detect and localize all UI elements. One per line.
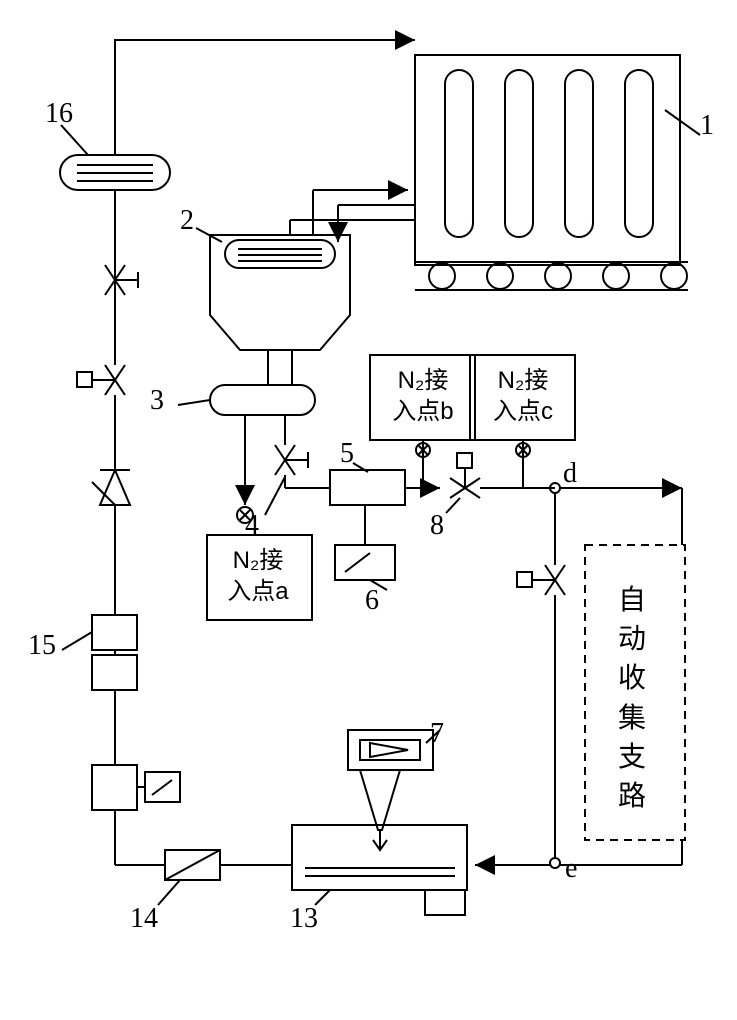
auto-collect-branch: 自动收集支路 bbox=[618, 580, 646, 815]
n2-point-c: N₂接入点c bbox=[483, 365, 563, 427]
n2-point-a: N₂接入点a bbox=[218, 545, 298, 607]
label-e: e bbox=[565, 853, 577, 885]
label-6: 6 bbox=[365, 585, 379, 617]
label-5: 5 bbox=[340, 438, 354, 470]
label-13: 13 bbox=[290, 903, 318, 935]
label-7: 7 bbox=[430, 718, 444, 750]
n2-point-b: N₂接入点b bbox=[383, 365, 463, 427]
diagram-canvas: 1 2 3 4 5 6 7 8 13 14 15 16 d e N₂接入点a N… bbox=[10, 10, 737, 1010]
label-2: 2 bbox=[180, 205, 194, 237]
label-1: 1 bbox=[700, 110, 714, 142]
label-4: 4 bbox=[245, 510, 259, 542]
label-15: 15 bbox=[28, 630, 56, 662]
flowchart-svg bbox=[10, 10, 737, 1010]
label-d: d bbox=[563, 458, 577, 490]
label-14: 14 bbox=[130, 903, 158, 935]
label-3: 3 bbox=[150, 385, 164, 417]
label-8: 8 bbox=[430, 510, 444, 542]
label-16: 16 bbox=[45, 98, 73, 130]
